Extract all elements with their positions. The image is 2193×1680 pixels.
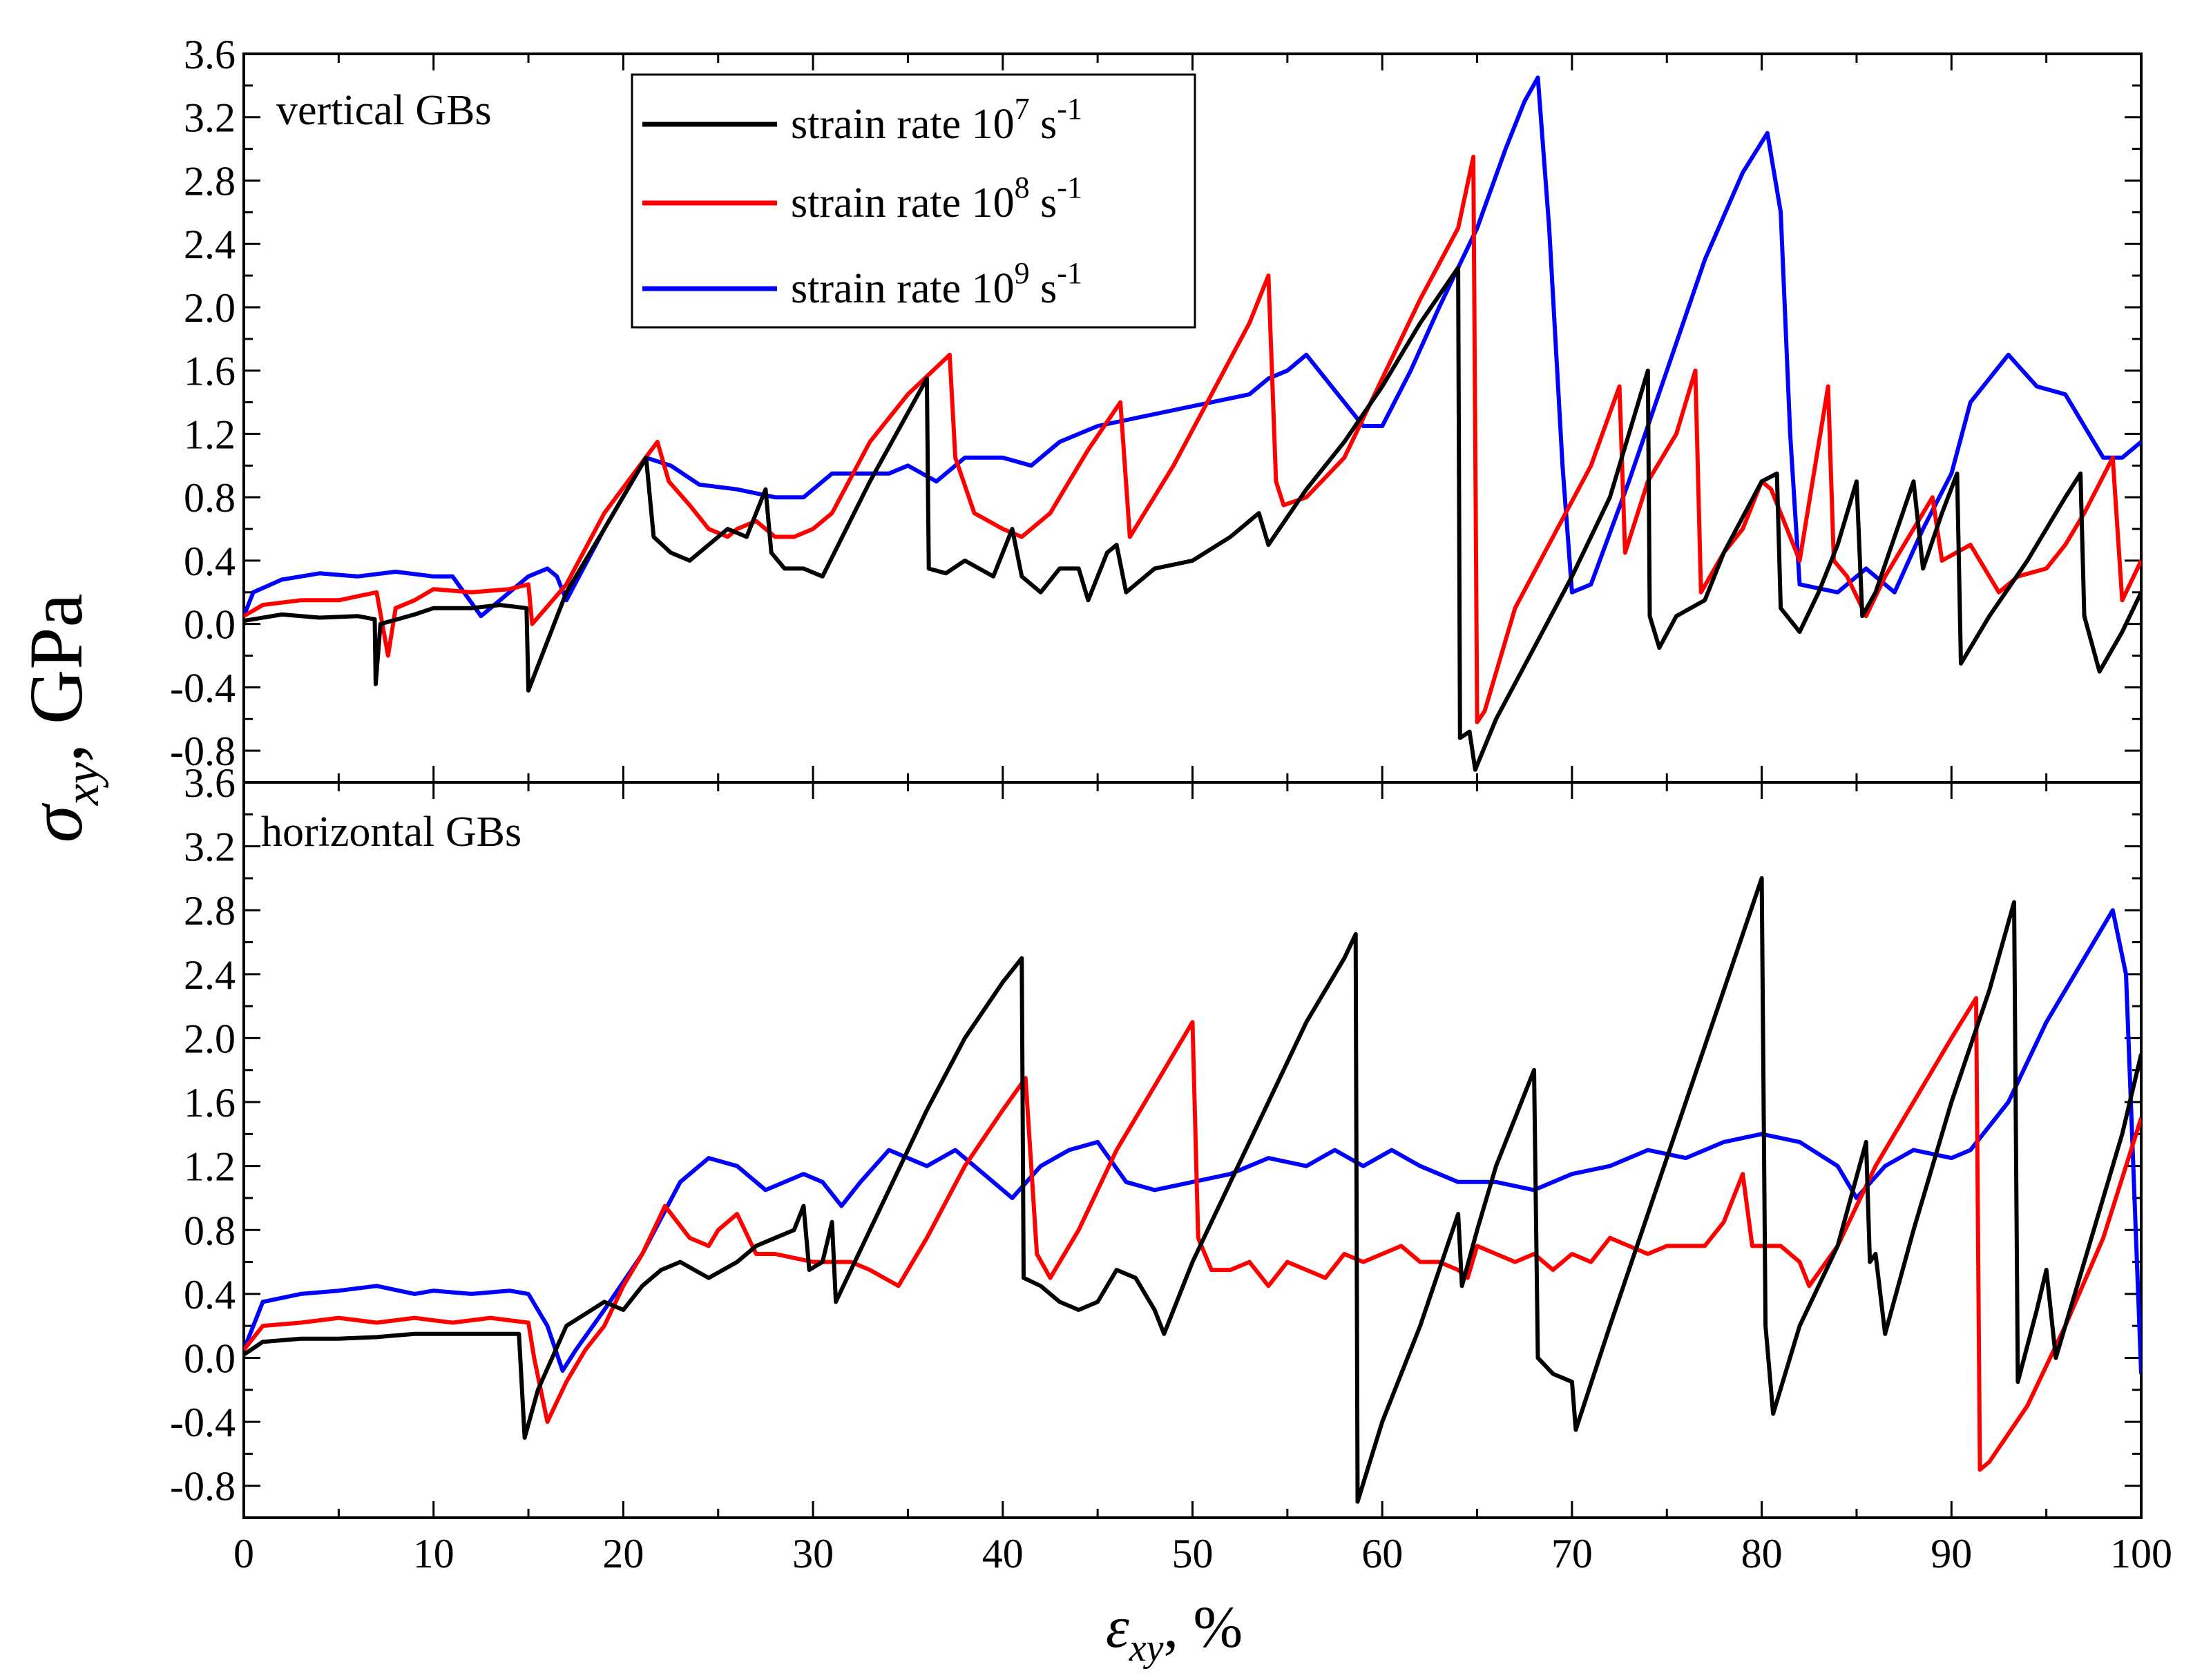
x-tick-label: 30: [792, 1531, 834, 1576]
y-tick-label: 0.0: [184, 602, 236, 648]
panel-vertical-gbs: -0.8 -0.4 0.0 0.4 0.8 1.2 1.6 2.0 2.4 2.8 3.2 3.6 v…: [170, 32, 2143, 784]
series-line: [244, 75, 2141, 619]
x-tick-label: 20: [602, 1531, 644, 1576]
series-line: [244, 155, 2141, 724]
y-axis-horizontal: -0.8 -0.4 0.0 0.4 0.8 1.2 1.6 2.0 2.4 2.8 3.2 3.6: [170, 760, 236, 1509]
series-line: [244, 265, 2141, 772]
y-axis-title: σxy, GPa: [14, 594, 109, 843]
y-tick-label: 0.4: [184, 539, 236, 584]
y-tick-label: 0.4: [184, 1272, 236, 1317]
x-tick-label: 50: [1172, 1531, 1214, 1576]
panel-label-vertical: vertical GBs: [276, 87, 492, 134]
x-tick-label: 90: [1931, 1531, 1972, 1576]
y-tick-label: 3.6: [184, 32, 236, 77]
y-tick-label: -0.4: [170, 665, 236, 711]
y-tick-label: 0.8: [184, 475, 236, 521]
x-axis: 0 10 20 30 40 50 60 70 80 90 100: [233, 1531, 2172, 1576]
legend-entry: strain rate 108 s-1: [642, 171, 1082, 226]
y-tick-label: -0.4: [170, 1400, 236, 1445]
x-tick-label: 10: [413, 1531, 454, 1576]
series-layer-horizontal: [244, 876, 2141, 1504]
y-tick-label: 3.6: [184, 760, 236, 806]
y-tick-label: 3.2: [184, 824, 236, 870]
y-tick-label: -0.8: [170, 1464, 236, 1509]
y-tick-label: 3.2: [184, 95, 236, 141]
y-tick-label: 2.4: [184, 952, 236, 998]
plot-frame: [242, 781, 2143, 1519]
series-layer-vertical: [244, 75, 2141, 772]
y-tick-label: -0.8: [170, 728, 236, 774]
y-tick-label: 2.0: [184, 285, 236, 331]
x-tick-label: 0: [233, 1531, 254, 1576]
x-tick-label: 40: [982, 1531, 1024, 1576]
legend-label: strain rate 107 s-1: [791, 92, 1082, 148]
y-tick-label: 0.8: [184, 1208, 236, 1253]
y-tick-label: 2.8: [184, 158, 236, 204]
x-axis-title: εxy, %: [1106, 1594, 1243, 1670]
legend-label: strain rate 109 s-1: [791, 256, 1082, 312]
x-tick-label: 100: [2110, 1531, 2172, 1576]
legend-label: strain rate 108 s-1: [791, 171, 1082, 226]
x-tick-label: 70: [1551, 1531, 1593, 1576]
y-tick-label: 2.8: [184, 888, 236, 934]
y-tick-label: 1.6: [184, 1080, 236, 1126]
y-tick-label: 0.0: [184, 1335, 236, 1381]
series-line: [244, 996, 2141, 1472]
legend: strain rate 107 s-1 strain rate 108 s-1 …: [631, 73, 1196, 329]
x-tick-label: 60: [1361, 1531, 1403, 1576]
panel-label-horizontal: horizontal GBs: [261, 809, 521, 856]
plot-area-horizontal: [242, 781, 2143, 1519]
x-tick-label: 80: [1741, 1531, 1783, 1576]
legend-entry: strain rate 107 s-1: [642, 92, 1082, 148]
y-tick-label: 1.6: [184, 349, 236, 394]
panel-horizontal-gbs: -0.8 -0.4 0.0 0.4 0.8 1.2 1.6 2.0 2.4 2.8 3.2 3.6 0…: [170, 760, 2172, 1576]
y-tick-label: 2.0: [184, 1016, 236, 1061]
y-axis-vertical: -0.8 -0.4 0.0 0.4 0.8 1.2 1.6 2.0 2.4 2.8 3.2 3.6: [170, 32, 236, 774]
y-tick-label: 2.4: [184, 222, 236, 267]
legend-entry: strain rate 109 s-1: [642, 256, 1082, 312]
series-line: [244, 908, 2141, 1374]
y-tick-label: 1.2: [184, 412, 236, 457]
series-line: [244, 876, 2141, 1504]
y-tick-label: 1.2: [184, 1144, 236, 1190]
